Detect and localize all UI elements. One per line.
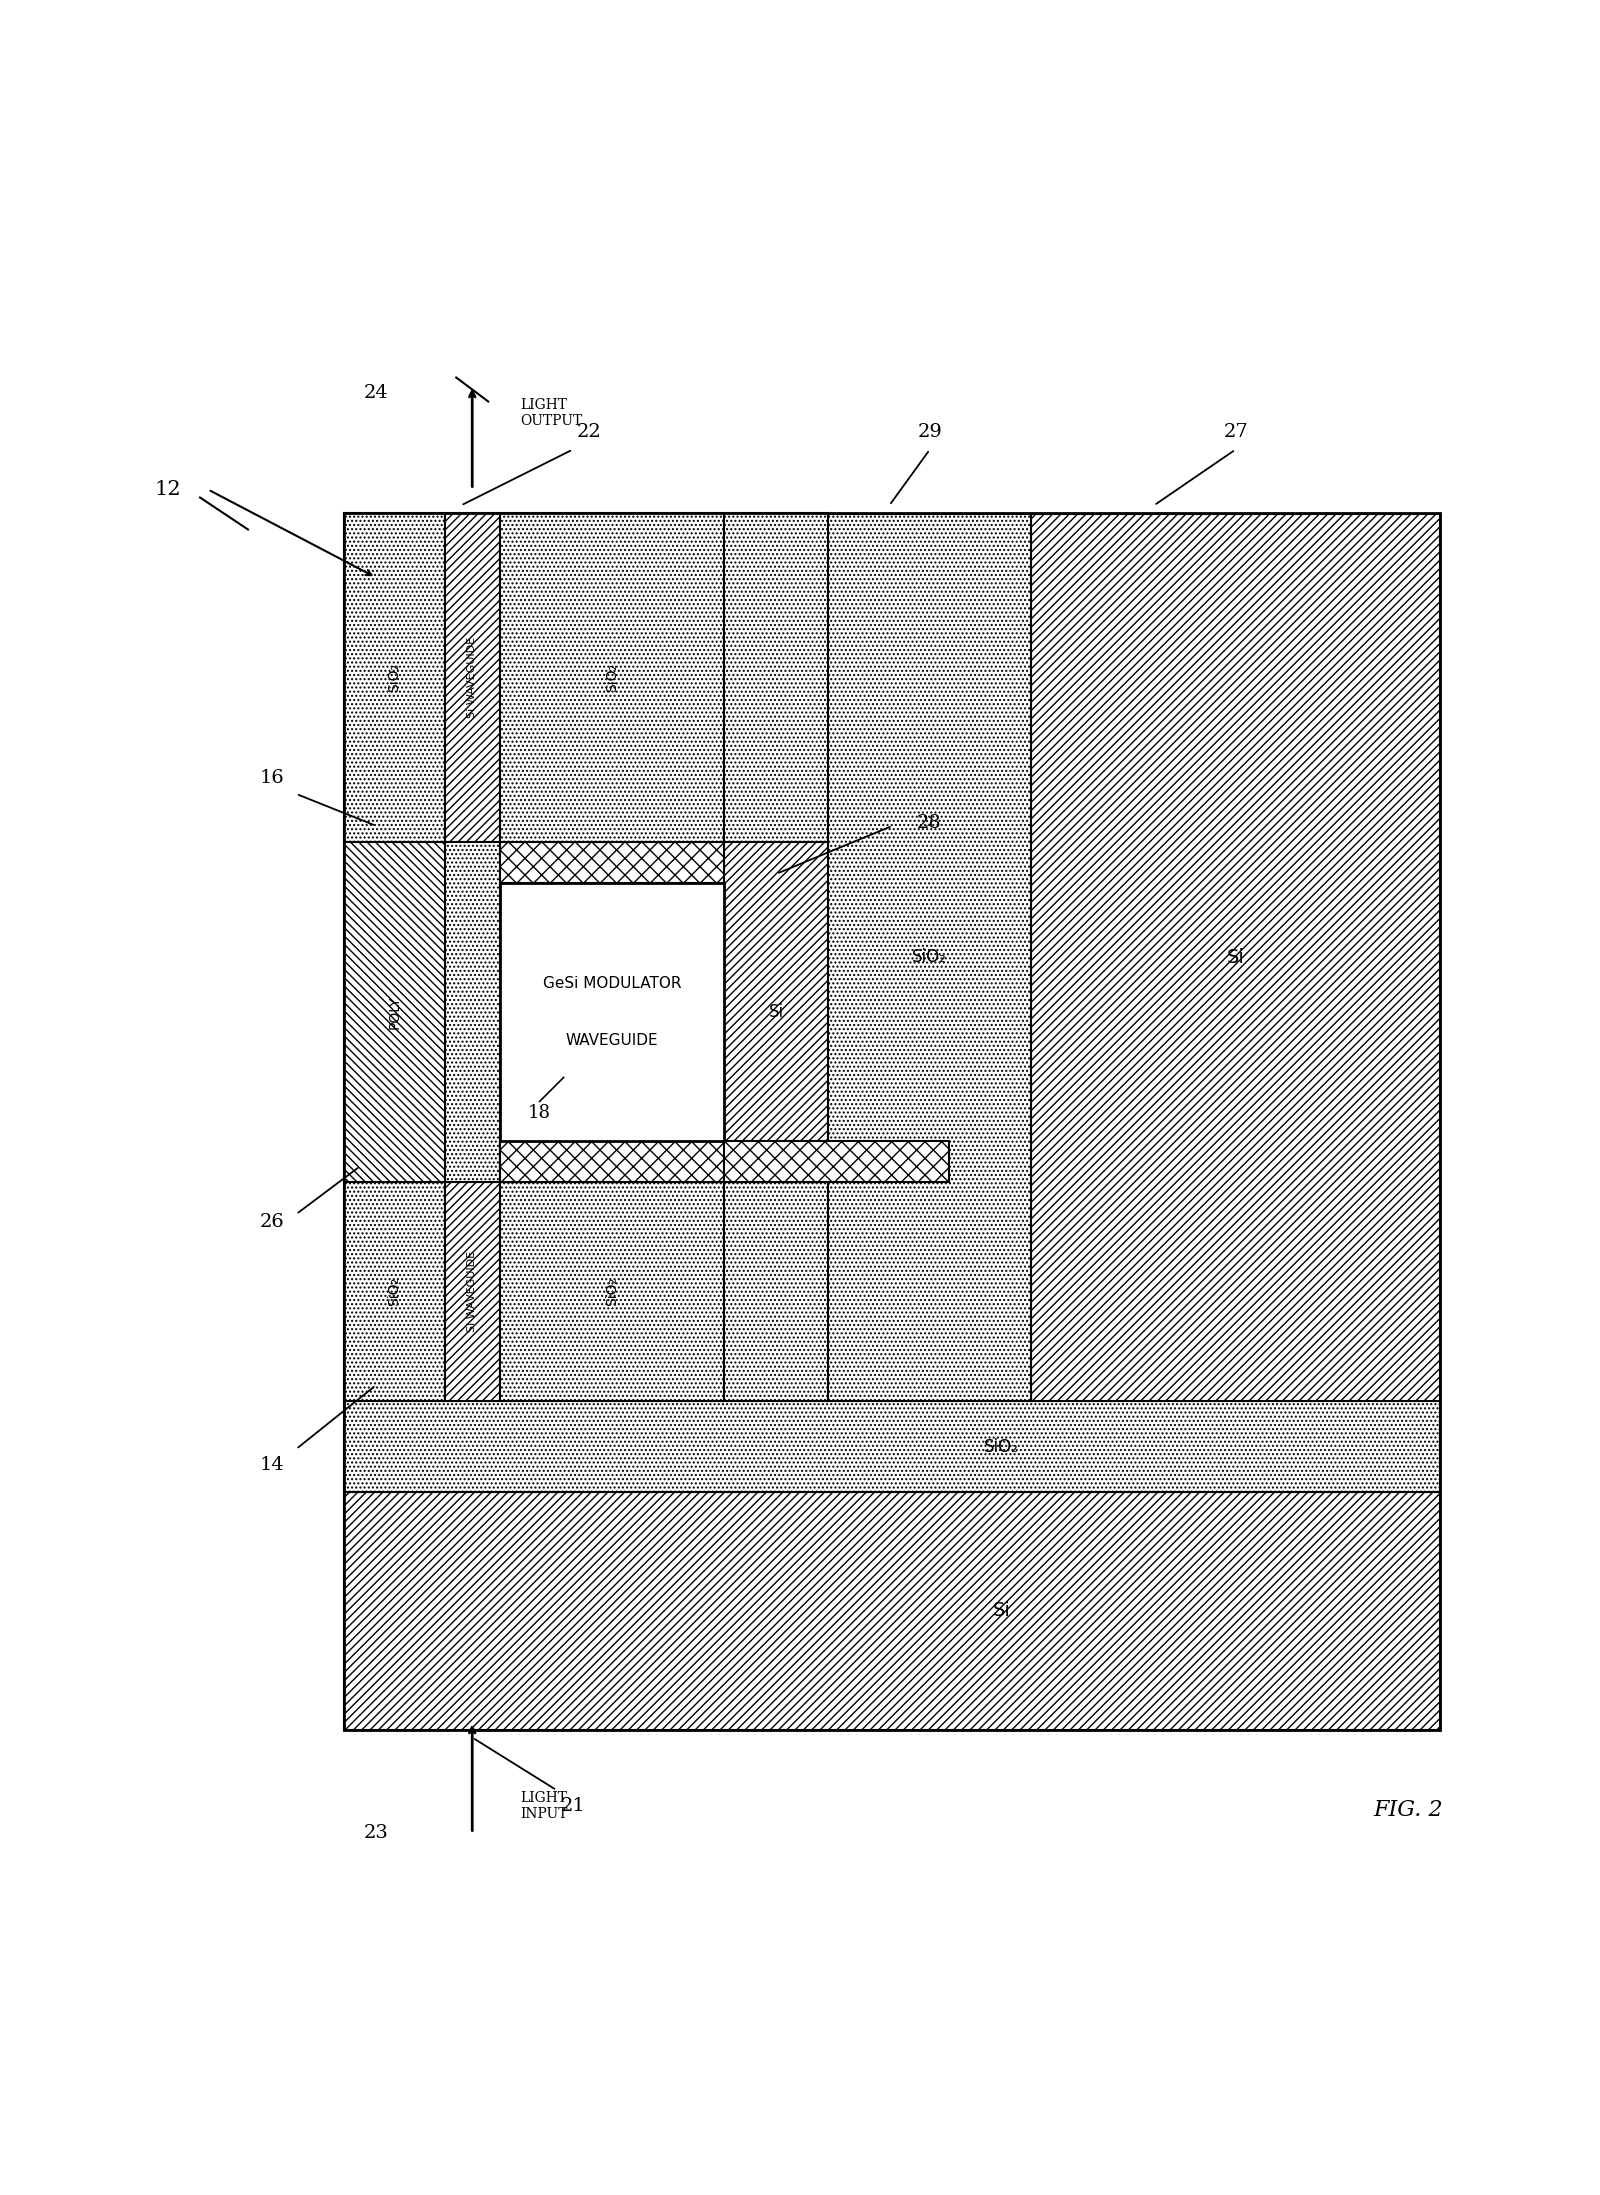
Bar [344,514,1440,1730]
Bar [1030,514,1440,1400]
Bar [499,1183,725,1400]
Text: Si: Si [770,1003,784,1021]
Text: GeSi MODULATOR: GeSi MODULATOR [542,977,682,990]
Bar [499,1141,725,1183]
Bar [445,843,499,1183]
Bar [725,514,829,843]
Text: Si: Si [1227,948,1245,966]
Bar [499,1141,949,1183]
Bar [344,843,445,1183]
Text: SiO₂: SiO₂ [912,948,947,966]
Text: FIG. 2: FIG. 2 [1373,1798,1443,1820]
Text: 24: 24 [363,384,389,402]
Text: POLY: POLY [387,994,402,1029]
Bar [344,1493,1440,1730]
Bar [725,843,829,1183]
Text: Si WAVEGUIDE: Si WAVEGUIDE [467,637,477,718]
Bar [499,514,725,843]
Text: Si WAVEGUIDE: Si WAVEGUIDE [467,1251,477,1332]
Text: Si: Si [992,1602,1011,1620]
Bar [829,514,1030,1400]
Bar [445,514,499,843]
Bar [344,1400,1440,1493]
Text: 12: 12 [155,481,181,498]
Text: 16: 16 [259,768,285,786]
Text: 28: 28 [917,814,941,832]
Text: WAVEGUIDE: WAVEGUIDE [566,1034,658,1049]
Bar [499,882,725,1141]
Text: 21: 21 [560,1798,586,1815]
Text: 29: 29 [917,424,942,441]
Bar [445,1183,499,1400]
Text: SiO₂: SiO₂ [387,663,402,691]
Text: 22: 22 [576,424,602,441]
Bar [344,1183,445,1400]
Text: SiO₂: SiO₂ [984,1438,1019,1455]
Text: 27: 27 [1224,424,1248,441]
Text: LIGHT
OUTPUT: LIGHT OUTPUT [520,397,582,428]
Text: SiO₂: SiO₂ [387,1277,402,1306]
Text: SiO₂: SiO₂ [605,663,619,691]
Bar [725,1183,829,1400]
Bar [499,843,725,882]
Text: 14: 14 [259,1455,285,1475]
Text: 26: 26 [259,1214,285,1231]
Text: 18: 18 [528,1104,550,1122]
Text: LIGHT
INPUT: LIGHT INPUT [520,1791,568,1822]
Text: SiO₂: SiO₂ [605,1277,619,1306]
Text: 23: 23 [363,1824,389,1842]
Bar [344,514,445,843]
